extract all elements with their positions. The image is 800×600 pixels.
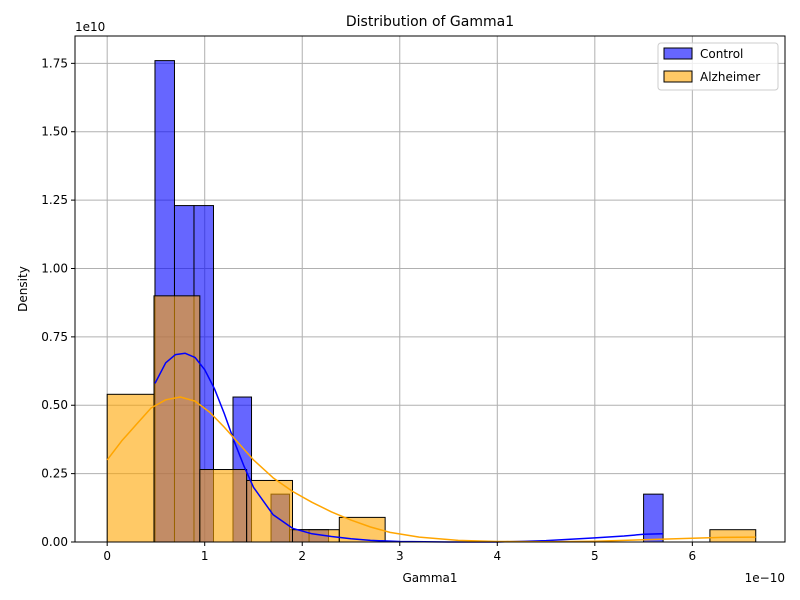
x-tick-label: 4 xyxy=(493,549,501,563)
y-axis-label: Density xyxy=(16,266,30,312)
plot-area-frame xyxy=(74,35,786,543)
y-tick-label: 1.00 xyxy=(41,261,68,275)
y-tick-label: 1.50 xyxy=(41,125,68,139)
alzheimer-bar xyxy=(153,295,201,543)
legend-label-alzheimer: Alzheimer xyxy=(700,70,760,84)
alzheimer-bar xyxy=(709,529,757,543)
control-kde-line xyxy=(154,352,664,543)
alzheimer-bar xyxy=(246,479,293,543)
y-tick-label: 0.00 xyxy=(41,535,68,549)
y-offset-label: 1e10 xyxy=(75,20,105,34)
legend-swatch-control xyxy=(663,47,693,60)
x-axis-label: Gamma1 xyxy=(402,571,457,585)
y-axis: 0.00 0.25 0.50 0.75 1.00 1.25 1.50 1.75 xyxy=(41,56,75,549)
y-tick-label: 0.25 xyxy=(41,467,68,481)
legend-label-control: Control xyxy=(700,47,743,61)
legend-swatch-alzheimer xyxy=(663,70,693,83)
y-tick-label: 0.50 xyxy=(41,398,68,412)
alzheimer-bar xyxy=(199,469,248,543)
kde-curves xyxy=(106,352,756,543)
x-tick-label: 2 xyxy=(298,549,306,563)
y-tick-label: 1.75 xyxy=(41,56,68,70)
x-tick-label: 1 xyxy=(201,549,209,563)
x-offset-label: 1e−10 xyxy=(745,571,785,585)
x-tick-label: 5 xyxy=(591,549,599,563)
x-tick-label: 0 xyxy=(103,549,111,563)
x-tick-label: 3 xyxy=(396,549,404,563)
y-tick-label: 0.75 xyxy=(41,330,68,344)
chart-title: Distribution of Gamma1 xyxy=(346,14,514,30)
x-axis: 0 1 2 3 4 5 6 xyxy=(103,542,696,563)
x-tick-label: 6 xyxy=(689,549,697,563)
y-tick-label: 1.25 xyxy=(41,193,68,207)
alzheimer-kde-line xyxy=(106,396,756,543)
alzheimer-bars xyxy=(106,295,757,543)
legend: Control Alzheimer xyxy=(657,42,779,91)
alzheimer-bar xyxy=(106,393,155,543)
